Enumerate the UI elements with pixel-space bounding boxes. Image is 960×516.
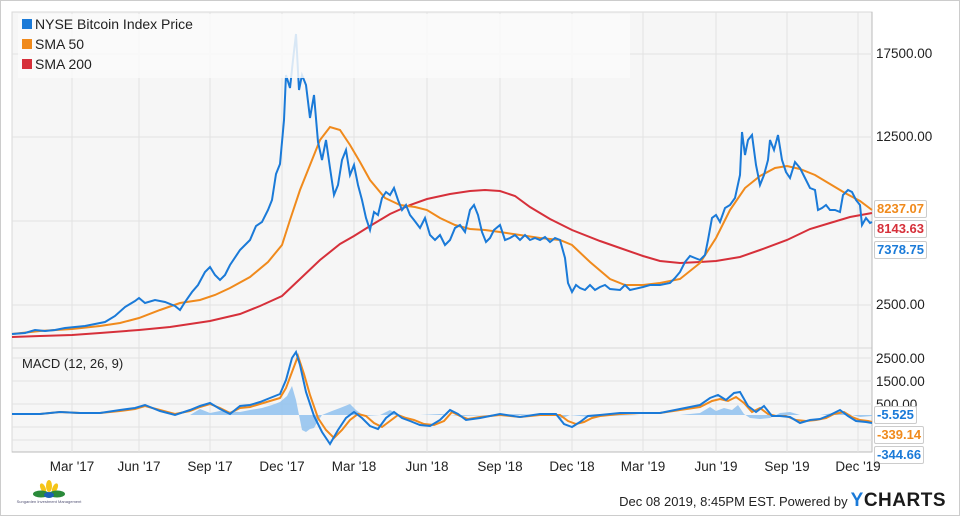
ycharts-y: Y [850, 490, 864, 511]
x-tick-label: Mar '19 [620, 459, 666, 474]
ycharts-rest: CHARTS [863, 490, 946, 511]
y-tick-label: 17500.00 [876, 46, 933, 61]
vertical-gridlines [71, 12, 859, 452]
legend-item-price[interactable]: NYSE Bitcoin Index Price [18, 14, 630, 34]
macd-line [12, 349, 873, 446]
macd-panel [11, 347, 873, 453]
legend-label: SMA 50 [35, 36, 85, 52]
y-tick-label: 12500.00 [876, 129, 933, 144]
macd-y-tick-label: 2500.00 [876, 351, 925, 366]
x-tick-label: Jun '19 [694, 459, 738, 474]
x-tick-label: Jun '17 [117, 459, 161, 474]
x-tick-label: Dec '18 [549, 459, 595, 474]
logo-text: Sungarden Investment Management [16, 499, 82, 504]
x-tick-label: Jun '18 [405, 459, 449, 474]
legend-item-sma50[interactable]: SMA 50 [18, 34, 630, 54]
chart-legend: NYSE Bitcoin Index Price SMA 50 SMA 200 [18, 14, 630, 78]
legend-item-sma200[interactable]: SMA 200 [18, 54, 630, 74]
x-tick-label: Dec '19 [835, 459, 881, 474]
timestamp: Dec 08 2019, 8:45PM EST. [619, 494, 776, 509]
sma50-value-tag: 8237.07 [874, 200, 927, 218]
chart-footer: Dec 08 2019, 8:45PM EST. Powered by YCHA… [619, 490, 946, 512]
y-tick-label: 2500.00 [876, 297, 925, 312]
legend-swatch-icon [22, 39, 32, 49]
legend-swatch-icon [22, 19, 32, 29]
macd-gridlines [12, 357, 872, 441]
macd-hist-value-tag: -5.525 [874, 406, 917, 424]
legend-label: SMA 200 [35, 56, 92, 72]
company-logo: Sungarden Investment Management [14, 478, 84, 510]
legend-label: NYSE Bitcoin Index Price [35, 16, 193, 32]
x-tick-label: Mar '17 [49, 459, 95, 474]
sma50-line [11, 125, 873, 335]
macd-line-value-tag: -344.66 [874, 446, 925, 464]
macd-panel-label: MACD (12, 26, 9) [22, 356, 124, 371]
powered-by-label: Powered by [778, 494, 848, 509]
price-value-tag: 7378.75 [874, 241, 927, 259]
price-line [11, 33, 873, 335]
sma200-value-tag: 8143.63 [874, 220, 927, 238]
macd-signal-value-tag: -339.14 [874, 426, 925, 444]
x-tick-label: Sep '17 [187, 459, 233, 474]
x-tick-label: Sep '19 [764, 459, 810, 474]
x-tick-label: Mar '18 [331, 459, 377, 474]
legend-swatch-icon [22, 59, 32, 69]
ycharts-brand-link[interactable]: YCHARTS [851, 490, 946, 512]
x-tick-label: Sep '18 [477, 459, 523, 474]
sma200-line [11, 188, 873, 338]
macd-y-tick-label: 1500.00 [876, 374, 925, 389]
x-tick-label: Dec '17 [259, 459, 305, 474]
lotus-logo-icon [33, 480, 65, 498]
